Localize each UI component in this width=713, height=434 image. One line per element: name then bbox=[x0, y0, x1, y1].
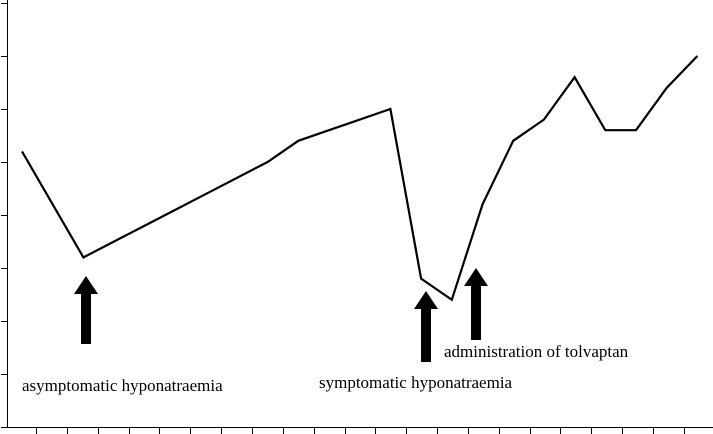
annotation-administration-of-tolvaptan: administration of tolvaptan bbox=[444, 342, 629, 361]
series-line bbox=[21, 55, 699, 302]
annotation-asymptomatic-hyponatraemia: asymptomatic hyponatraemia bbox=[22, 376, 223, 395]
annotation-symptomatic-hyponatraemia: symptomatic hyponatraemia bbox=[319, 373, 513, 392]
arrow-asymptomatic-hyponatraemia bbox=[74, 276, 98, 344]
arrow-administration-of-tolvaptan bbox=[464, 268, 488, 340]
arrow-symptomatic-hyponatraemia bbox=[414, 291, 438, 362]
annotation-arrows bbox=[74, 268, 488, 362]
